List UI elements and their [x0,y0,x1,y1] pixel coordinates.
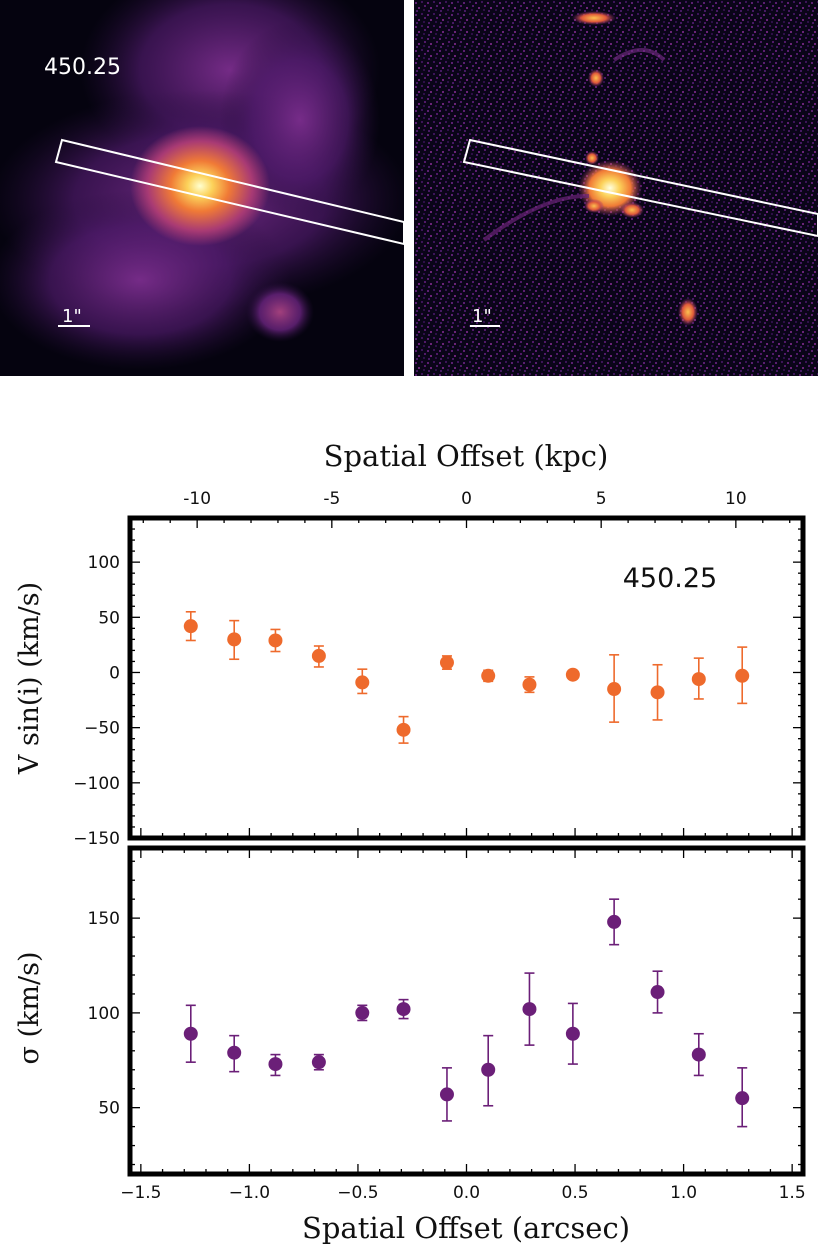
image-panel-right: 1" [414,0,818,376]
dispersion-point [650,985,665,1000]
y-tick-label: −50 [84,719,120,739]
velocity-point [227,632,242,647]
galaxy-image-smooth: 450.25 1" [0,0,404,376]
velocity-point [650,685,665,700]
dispersion-point [227,1045,242,1060]
kpc-tick-label: 10 [725,489,747,509]
dispersion-point [735,1091,750,1106]
dispersion-point [311,1055,326,1070]
object-annotation: 450.25 [623,563,717,594]
dispersion-point [396,1002,411,1017]
dispersion-point [607,914,622,929]
x-tick-label: −1.0 [229,1183,270,1203]
velocity-point [565,667,580,682]
x-tick-label: −1.5 [120,1183,161,1203]
velocity-point [311,648,326,663]
x-tick-label: 0.0 [453,1183,480,1203]
velocity-point [268,633,283,648]
velocity-point [522,677,537,692]
velocity-point [183,619,198,634]
y-tick-label: 50 [98,1099,120,1119]
kpc-tick-label: -5 [323,489,340,509]
x-tick-label: −0.5 [337,1183,378,1203]
bottom-y-axis-title: σ (km/s) [14,952,45,1065]
dispersion-point [355,1005,370,1020]
velocity-point [439,655,454,670]
x-tick-label: 0.5 [562,1183,589,1203]
top-axis-title: Spatial Offset (kpc) [324,439,609,473]
top-y-axis-title: V sin(i) (km/s) [14,582,45,775]
dispersion-point [522,1002,537,1017]
y-tick-label: 0 [109,663,120,683]
velocity-point [355,675,370,690]
scale-label: 1" [472,306,492,327]
dispersion-point [183,1026,198,1041]
galaxy-image-sharp: 1" [414,0,818,376]
slit-box [54,138,404,246]
velocity-point [396,722,411,737]
y-tick-label: −150 [73,829,120,849]
y-tick-label: −100 [73,774,120,794]
velocity-point [735,668,750,683]
bottom-x-axis-title: Spatial Offset (arcsec) [302,1211,630,1245]
x-tick-label: 1.0 [670,1183,697,1203]
dispersion-point [691,1047,706,1062]
x-tick-label: 1.5 [779,1183,806,1203]
dispersion-point [268,1057,283,1072]
velocity-point [691,672,706,687]
slit-box [462,138,818,238]
velocity-point [607,682,622,697]
dispersion-point [439,1087,454,1102]
scale-label: 1" [62,306,82,327]
y-tick-label: 50 [98,608,120,628]
dispersion-point [481,1062,496,1077]
kpc-tick-label: -10 [183,489,211,509]
bottom-plot-frame [127,845,806,1177]
y-tick-label: 100 [88,1004,120,1024]
velocity-point [481,668,496,683]
dispersion-point [565,1026,580,1041]
object-label: 450.25 [44,55,121,80]
velocity-dispersion-figure: Spatial Offset (kpc) 450.25 V sin(i) (km… [14,439,806,1245]
y-tick-label: 100 [88,553,120,573]
kpc-tick-label: 0 [461,489,472,509]
image-panel-left: 450.25 1" [0,0,404,376]
y-tick-label: 150 [88,909,120,929]
kpc-tick-label: 5 [596,489,607,509]
